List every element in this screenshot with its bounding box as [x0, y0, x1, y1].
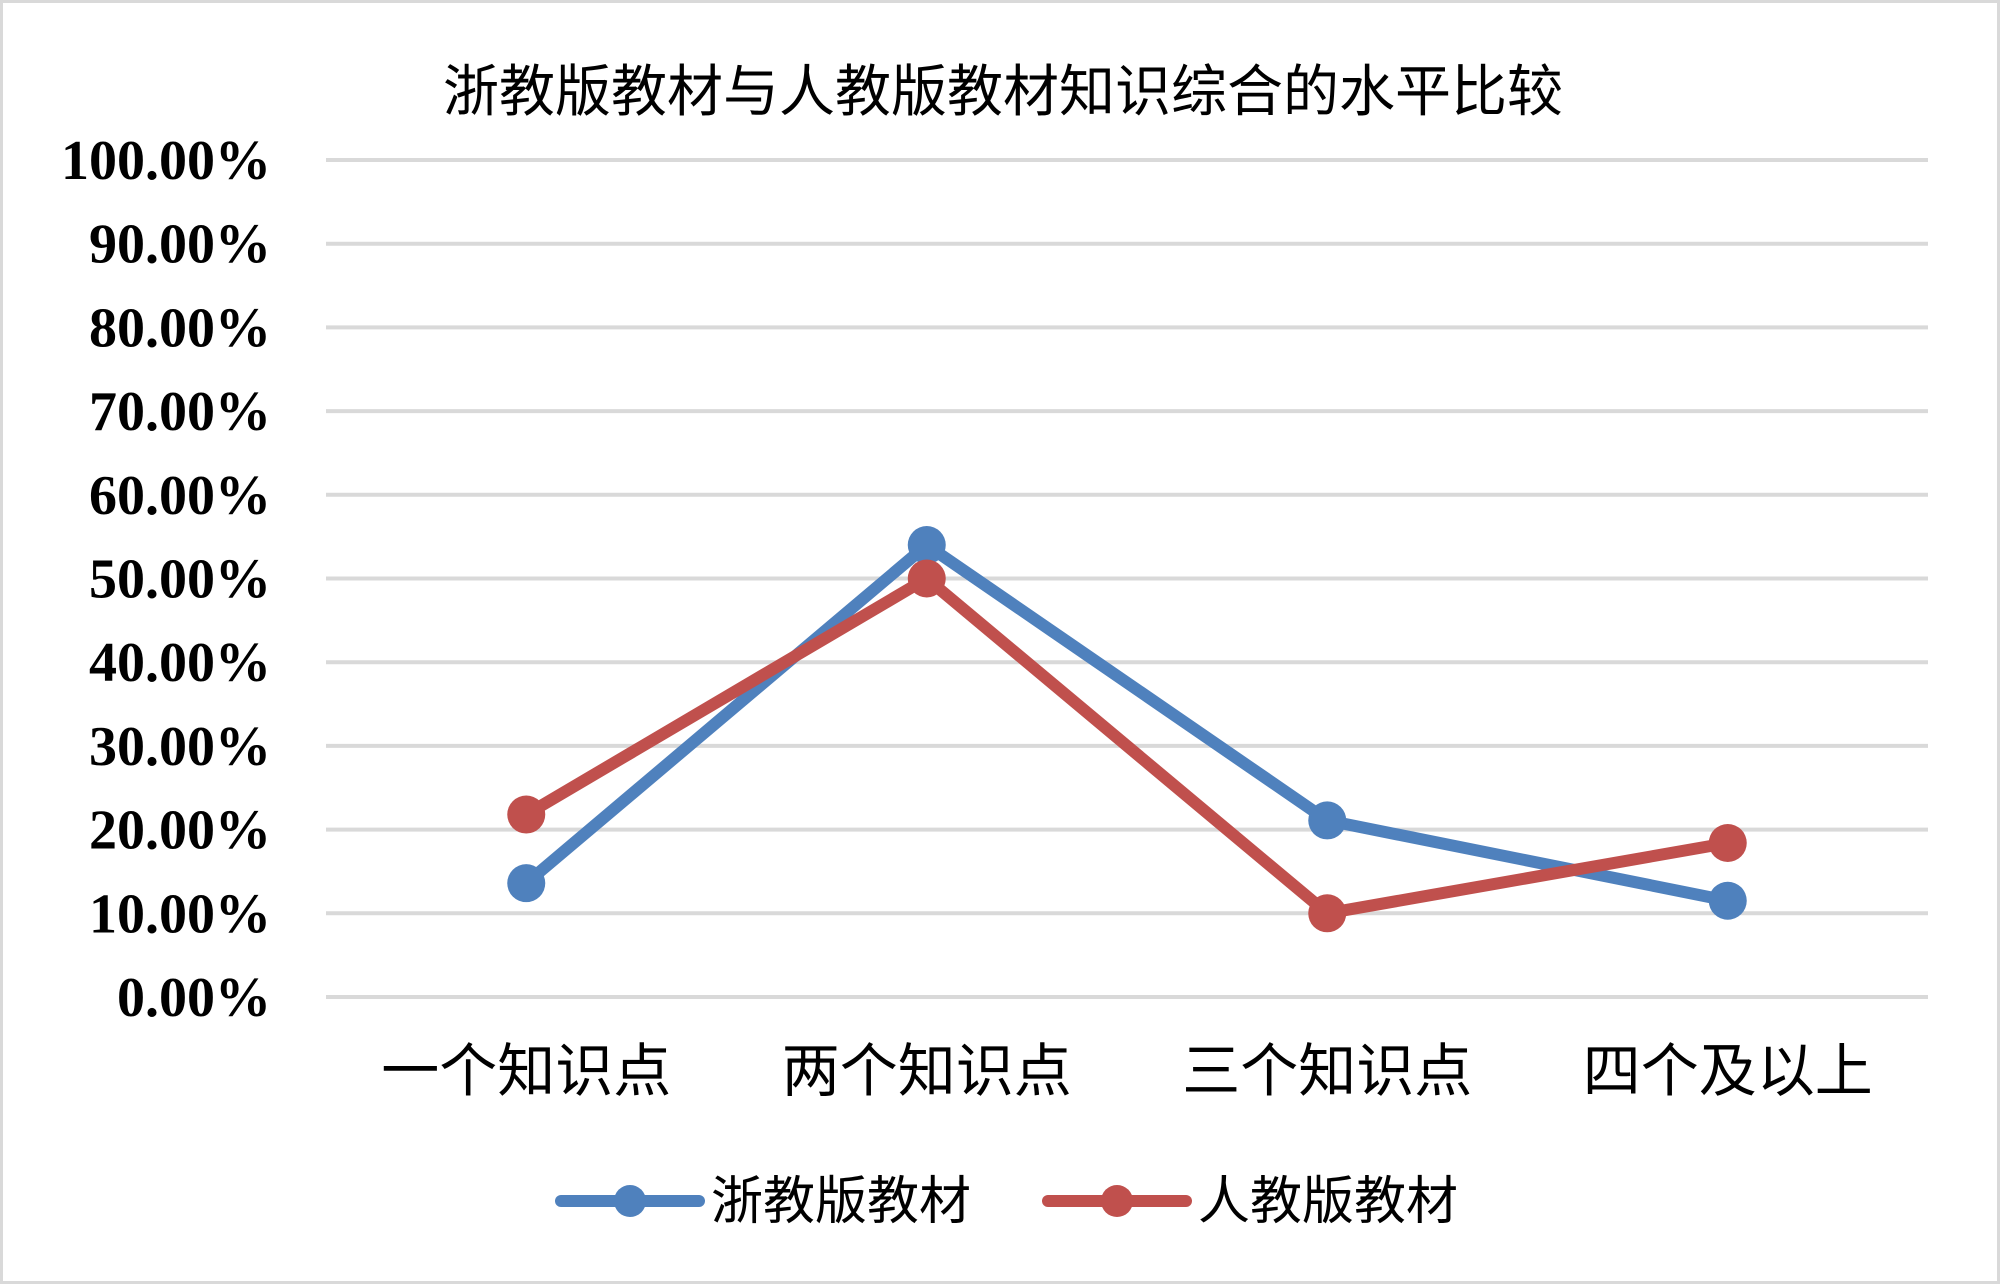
legend-label: 人教版教材	[1198, 1172, 1458, 1232]
data-point	[907, 526, 946, 565]
legend-marker	[614, 1185, 646, 1217]
y-tick-label: 80.00%	[89, 297, 271, 359]
x-tick-label: 一个知识点	[381, 1037, 671, 1105]
data-point	[1308, 894, 1347, 933]
legend-item: 人教版教材	[1042, 1172, 1458, 1232]
legend: 浙教版教材 人教版教材	[555, 1172, 1458, 1232]
y-tick-label: 70.00%	[89, 381, 271, 443]
y-tick-label: 30.00%	[89, 716, 271, 778]
series-line	[520, 572, 1734, 920]
y-tick-label: 50.00%	[89, 549, 271, 611]
series-1	[507, 526, 1747, 920]
y-axis-ticks: 0.00% 10.00% 20.00% 30.00% 40.00% 50.00% 60.00…	[61, 130, 271, 1029]
y-tick-label: 20.00%	[89, 800, 271, 862]
y-tick-label: 40.00%	[89, 632, 271, 694]
line-chart: 浙教版教材与人教版教材知识综合的水平比较 0.00% 10.00% 20.00% 30…	[61, 60, 1928, 1232]
series-line	[520, 539, 1734, 907]
y-tick-label: 10.00%	[89, 883, 271, 945]
data-point	[1708, 823, 1747, 862]
legend-label: 浙教版教材	[711, 1172, 971, 1232]
data-point	[507, 795, 546, 834]
x-axis-ticks: 一个知识点 两个知识点 三个知识点 四个及以上	[381, 1037, 1873, 1105]
y-tick-label: 0.00%	[117, 967, 271, 1029]
y-tick-label: 100.00%	[61, 130, 271, 192]
data-point	[507, 864, 546, 903]
data-point	[907, 559, 946, 598]
legend-item: 浙教版教材	[555, 1172, 971, 1232]
y-tick-label: 90.00%	[89, 214, 271, 276]
legend-marker	[1101, 1185, 1133, 1217]
x-tick-label: 两个知识点	[782, 1037, 1072, 1105]
x-tick-label: 三个知识点	[1182, 1037, 1472, 1105]
gridlines	[326, 158, 1928, 999]
data-point	[1708, 881, 1747, 920]
series-lines	[507, 526, 1747, 933]
chart-title: 浙教版教材与人教版教材知识综合的水平比较	[443, 60, 1563, 125]
series-2	[507, 559, 1747, 933]
y-tick-label: 60.00%	[89, 465, 271, 527]
x-tick-label: 四个及以上	[1583, 1037, 1873, 1105]
data-point	[1308, 801, 1347, 840]
